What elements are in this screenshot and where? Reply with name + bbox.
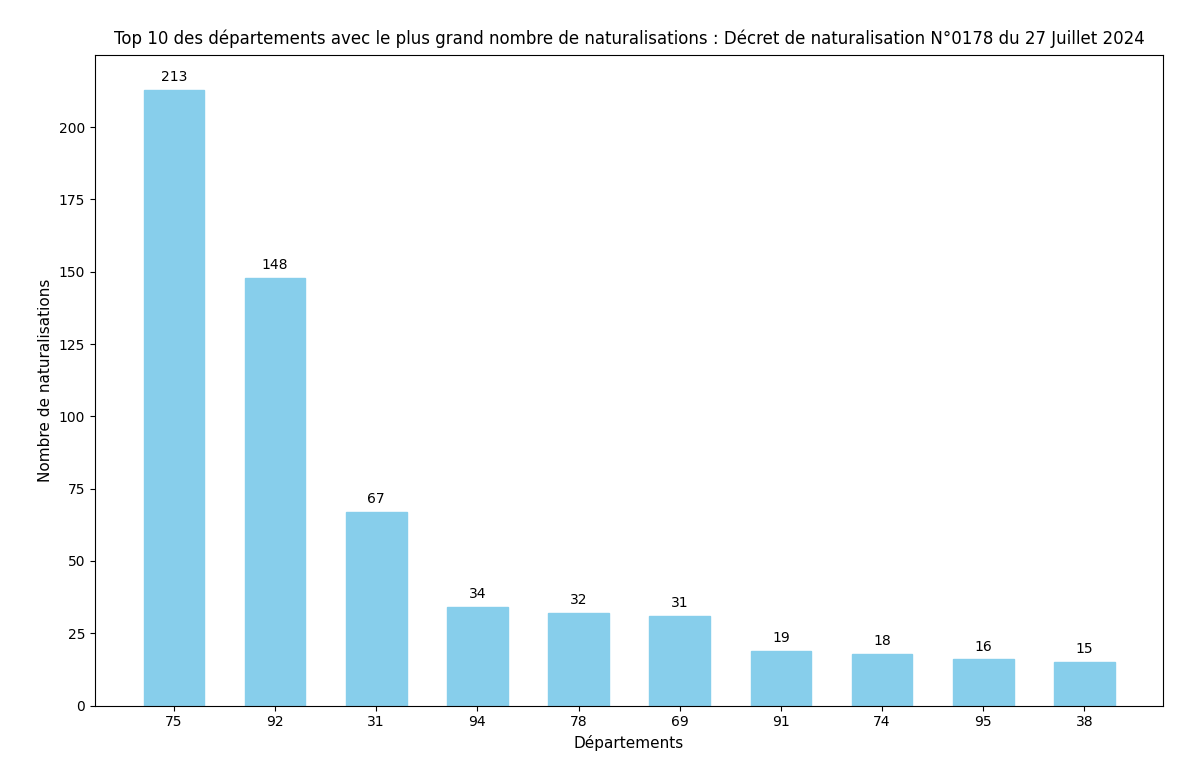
Text: 18: 18 xyxy=(874,633,891,648)
Bar xyxy=(1054,662,1115,706)
Text: 32: 32 xyxy=(570,593,588,608)
Y-axis label: Nombre de naturalisations: Nombre de naturalisations xyxy=(38,278,53,482)
Bar xyxy=(245,278,305,706)
Bar xyxy=(649,616,710,706)
Bar xyxy=(953,659,1014,706)
Text: 67: 67 xyxy=(368,492,385,506)
Bar xyxy=(548,613,609,706)
Text: 19: 19 xyxy=(772,631,789,645)
Text: 31: 31 xyxy=(671,596,688,610)
Bar xyxy=(144,89,204,706)
X-axis label: Départements: Départements xyxy=(575,735,684,751)
Text: 213: 213 xyxy=(160,70,188,84)
Bar xyxy=(447,608,508,706)
Text: 34: 34 xyxy=(469,587,487,601)
Text: 148: 148 xyxy=(262,258,288,272)
Text: 16: 16 xyxy=(975,640,992,654)
Text: 15: 15 xyxy=(1075,642,1093,656)
Title: Top 10 des départements avec le plus grand nombre de naturalisations : Décret de: Top 10 des départements avec le plus gra… xyxy=(114,29,1144,48)
Bar xyxy=(345,512,406,706)
Bar xyxy=(750,651,811,706)
Bar xyxy=(852,654,913,706)
